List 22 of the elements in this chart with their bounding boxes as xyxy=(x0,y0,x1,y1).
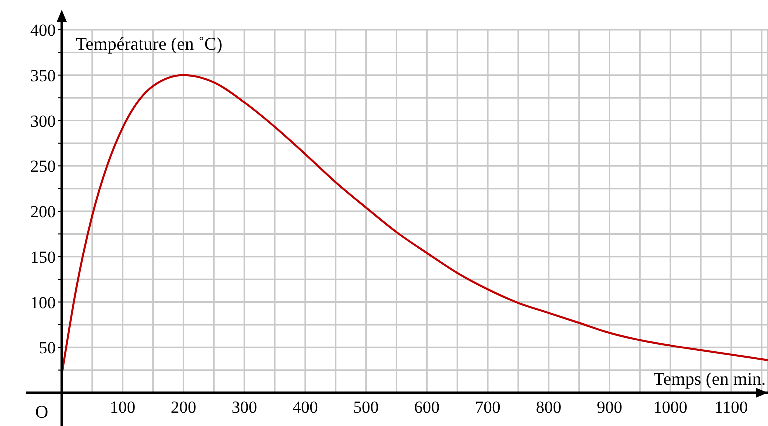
y-tick-label: 150 xyxy=(30,248,56,267)
y-tick-label: 250 xyxy=(30,157,56,176)
y-tick-label: 200 xyxy=(30,202,56,222)
x-axis-title: Temps (en min. xyxy=(654,369,766,389)
x-tick-label: 1100 xyxy=(714,398,748,418)
y-tick-label: 350 xyxy=(30,66,56,86)
x-tick-label: 700 xyxy=(475,398,501,418)
x-tick-label: 100 xyxy=(110,398,136,418)
y-tick-label: 400 xyxy=(30,21,56,40)
x-tick-label: 1000 xyxy=(654,398,688,418)
y-tick-label: 100 xyxy=(30,293,56,312)
x-tick-label: 400 xyxy=(292,398,318,418)
x-tick-label: 200 xyxy=(170,398,196,418)
y-axis-title: Température (en ˚C) xyxy=(76,34,223,54)
y-tick-label: 50 xyxy=(39,338,56,358)
x-tick-label: 800 xyxy=(536,398,562,418)
x-tick-label: 600 xyxy=(414,398,440,418)
text: O xyxy=(36,402,48,422)
y-tick-label: 300 xyxy=(30,112,56,131)
x-tick-label: 900 xyxy=(597,398,623,418)
x-tick-label: 500 xyxy=(354,398,380,418)
x-tick-label: 300 xyxy=(232,398,258,418)
